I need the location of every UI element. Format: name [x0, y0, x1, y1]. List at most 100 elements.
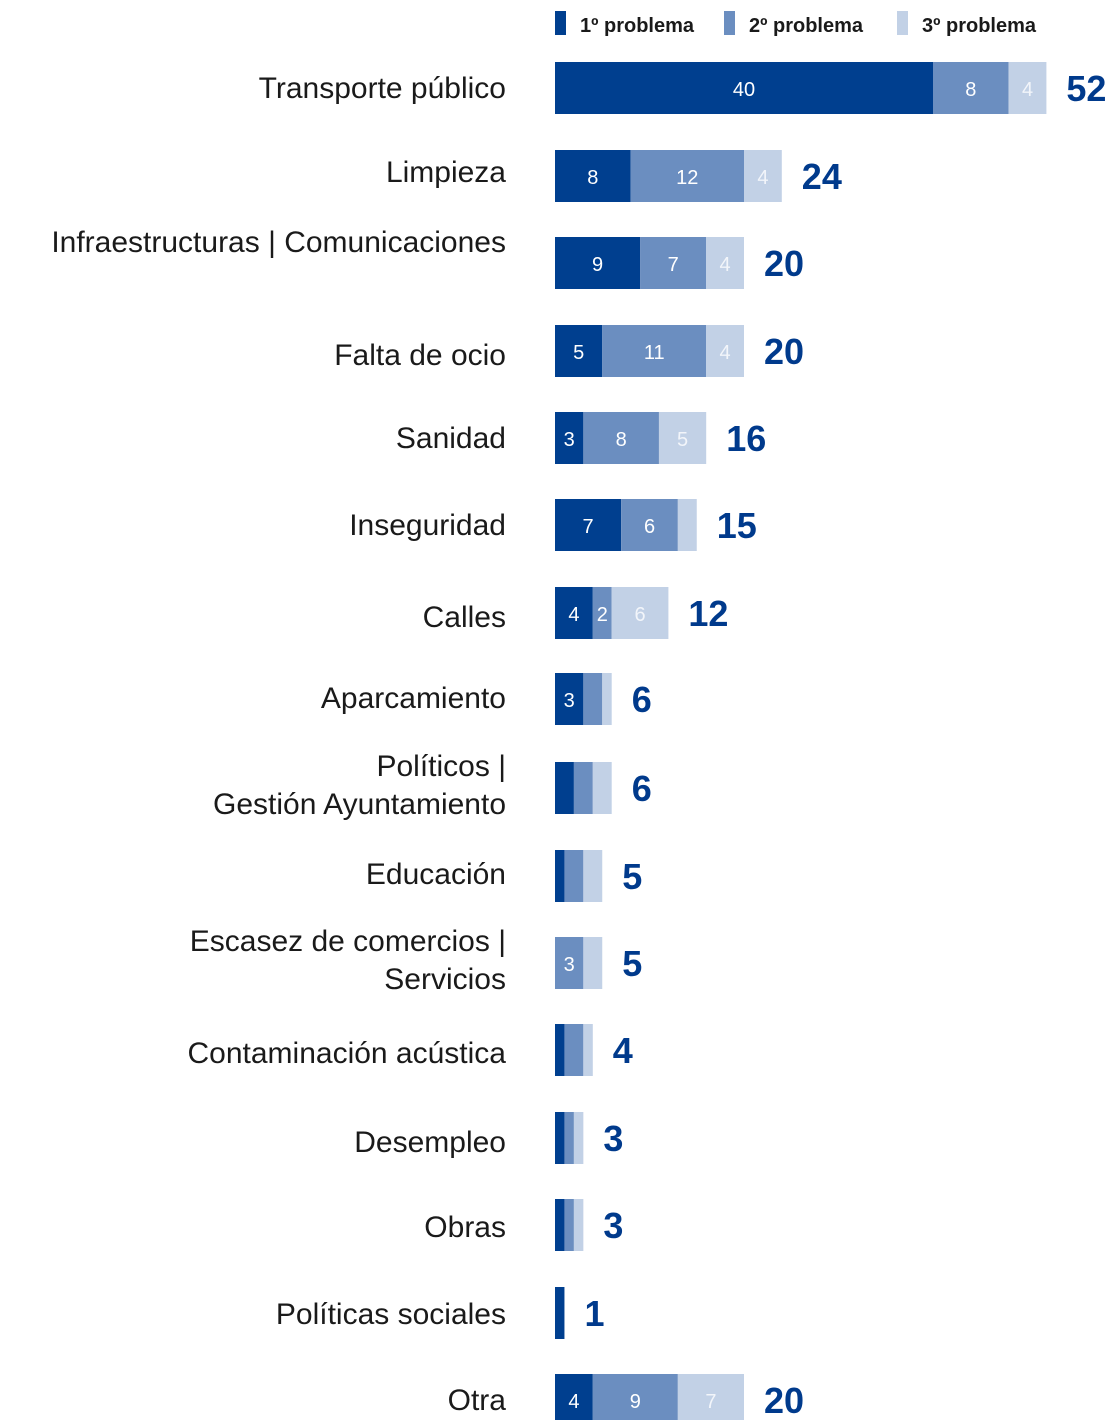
segment-value-label: 6	[644, 516, 655, 538]
segment-value-label: 3	[564, 690, 575, 712]
total-value-label: 24	[802, 156, 842, 197]
segment-value-label: 4	[720, 342, 731, 364]
bar-segment-2	[564, 1112, 574, 1164]
bar-segment-3	[1008, 62, 1047, 114]
bar-segment-1	[555, 1287, 565, 1339]
bar-row: Otra 4 9 7 20	[448, 1374, 804, 1420]
legend: 1º problema 2º problema 3º problema	[555, 11, 1037, 37]
bar-segment-1	[555, 1199, 565, 1251]
bar-segment-3	[583, 937, 603, 989]
category-label: Aparcamiento	[321, 682, 506, 715]
bar-segment-1	[555, 1374, 593, 1420]
segment-value-label: 40	[733, 79, 755, 101]
category-label: Infraestructuras | Comunicaciones	[51, 226, 506, 259]
category-label: Escasez de comercios |	[190, 925, 506, 958]
bar-segment-2	[583, 412, 659, 464]
segment-value-label: 4	[720, 254, 731, 276]
bar-row: Falta de ocio 5 11 4 20	[334, 325, 804, 377]
legend-swatch-3	[897, 11, 908, 35]
segment-value-label: 9	[592, 254, 603, 276]
segment-value-label: 5	[573, 342, 584, 364]
bar-segment-3	[744, 150, 782, 202]
bar-row: Transporte público 40 8 4 52	[259, 62, 1106, 114]
bar-row: Inseguridad 7 6 15	[349, 499, 757, 551]
legend-swatch-1	[555, 11, 566, 35]
bar-row: Limpieza 8 12 4 24	[386, 150, 842, 202]
category-label: Políticos |	[376, 750, 506, 783]
bar-segment-2	[583, 673, 603, 725]
category-label: Limpieza	[386, 156, 506, 189]
total-value-label: 15	[717, 505, 757, 546]
total-value-label: 6	[632, 768, 652, 809]
bar-segment-3	[573, 1199, 584, 1251]
segment-value-label: 5	[677, 429, 688, 451]
bar-row: Desempleo 3	[354, 1112, 623, 1164]
category-label: Servicios	[384, 963, 506, 996]
bar-segment-2	[592, 587, 612, 639]
bar-row: Políticas sociales 1	[276, 1287, 604, 1339]
total-value-label: 16	[726, 418, 766, 459]
legend-label-2: 2º problema	[749, 15, 864, 37]
bar-row: Calles 4 2 6 12	[423, 587, 728, 639]
bar-segment-2	[564, 850, 584, 902]
total-value-label: 20	[764, 243, 804, 284]
bar-segment-2	[640, 237, 707, 289]
bar-segment-3	[592, 762, 612, 814]
bar-segment-2	[592, 1374, 678, 1420]
legend-swatch-2	[724, 11, 735, 35]
total-value-label: 5	[622, 856, 642, 897]
bar-segment-1	[555, 325, 603, 377]
segment-value-label: 4	[1022, 79, 1033, 101]
segment-value-label: 4	[757, 167, 768, 189]
total-value-label: 5	[622, 943, 642, 984]
total-value-label: 1	[584, 1293, 604, 1334]
category-label: Sanidad	[396, 422, 506, 455]
bar-row: Obras 3	[424, 1199, 623, 1251]
segment-value-label: 6	[634, 604, 645, 626]
bar-segment-2	[573, 762, 593, 814]
category-label: Inseguridad	[349, 509, 506, 542]
segment-value-label: 2	[597, 604, 608, 626]
bar-segment-3	[611, 587, 669, 639]
category-label: Políticas sociales	[276, 1298, 506, 1331]
bar-segment-3	[602, 673, 612, 725]
bar-segment-1	[555, 850, 565, 902]
segment-value-label: 7	[668, 254, 679, 276]
bar-segment-1	[555, 587, 593, 639]
segment-value-label: 3	[564, 429, 575, 451]
bar-segment-2	[933, 62, 1009, 114]
bar-segment-3	[677, 499, 697, 551]
bar-row: Infraestructuras | Comunicaciones 9 7 4 20	[51, 226, 804, 289]
bar-segment-2	[602, 325, 707, 377]
legend-label-1: 1º problema	[580, 15, 695, 37]
bar-segment-3	[677, 1374, 744, 1420]
segment-value-label: 8	[616, 429, 627, 451]
bar-segment-2	[621, 499, 678, 551]
bar-segment-3	[658, 412, 707, 464]
bar-segment-3	[706, 325, 744, 377]
segment-value-label: 12	[676, 167, 698, 189]
bar-segment-2	[630, 150, 744, 202]
bar-row: Sanidad 3 8 5 16	[396, 412, 766, 464]
category-label: Gestión Ayuntamiento	[213, 788, 506, 821]
segment-value-label: 8	[965, 79, 976, 101]
segment-value-label: 7	[705, 1391, 716, 1413]
bar-segment-1	[555, 150, 631, 202]
bar-row: Contaminación acústica 4	[187, 1024, 633, 1076]
bar-segment-1	[555, 499, 622, 551]
category-label: Desempleo	[354, 1126, 506, 1159]
bar-segment-3	[573, 1112, 584, 1164]
bar-row: Escasez de comercios | Servicios 3 5	[190, 925, 643, 996]
bar-segment-1	[555, 762, 574, 814]
total-value-label: 3	[603, 1205, 623, 1246]
total-value-label: 6	[632, 679, 652, 720]
category-label: Otra	[448, 1384, 507, 1417]
bar-segment-2	[564, 1024, 584, 1076]
segment-value-label: 7	[583, 516, 594, 538]
bar-segment-1	[555, 412, 584, 464]
total-value-label: 12	[688, 593, 728, 634]
category-label: Contaminación acústica	[187, 1037, 506, 1070]
bar-segment-2	[555, 937, 584, 989]
